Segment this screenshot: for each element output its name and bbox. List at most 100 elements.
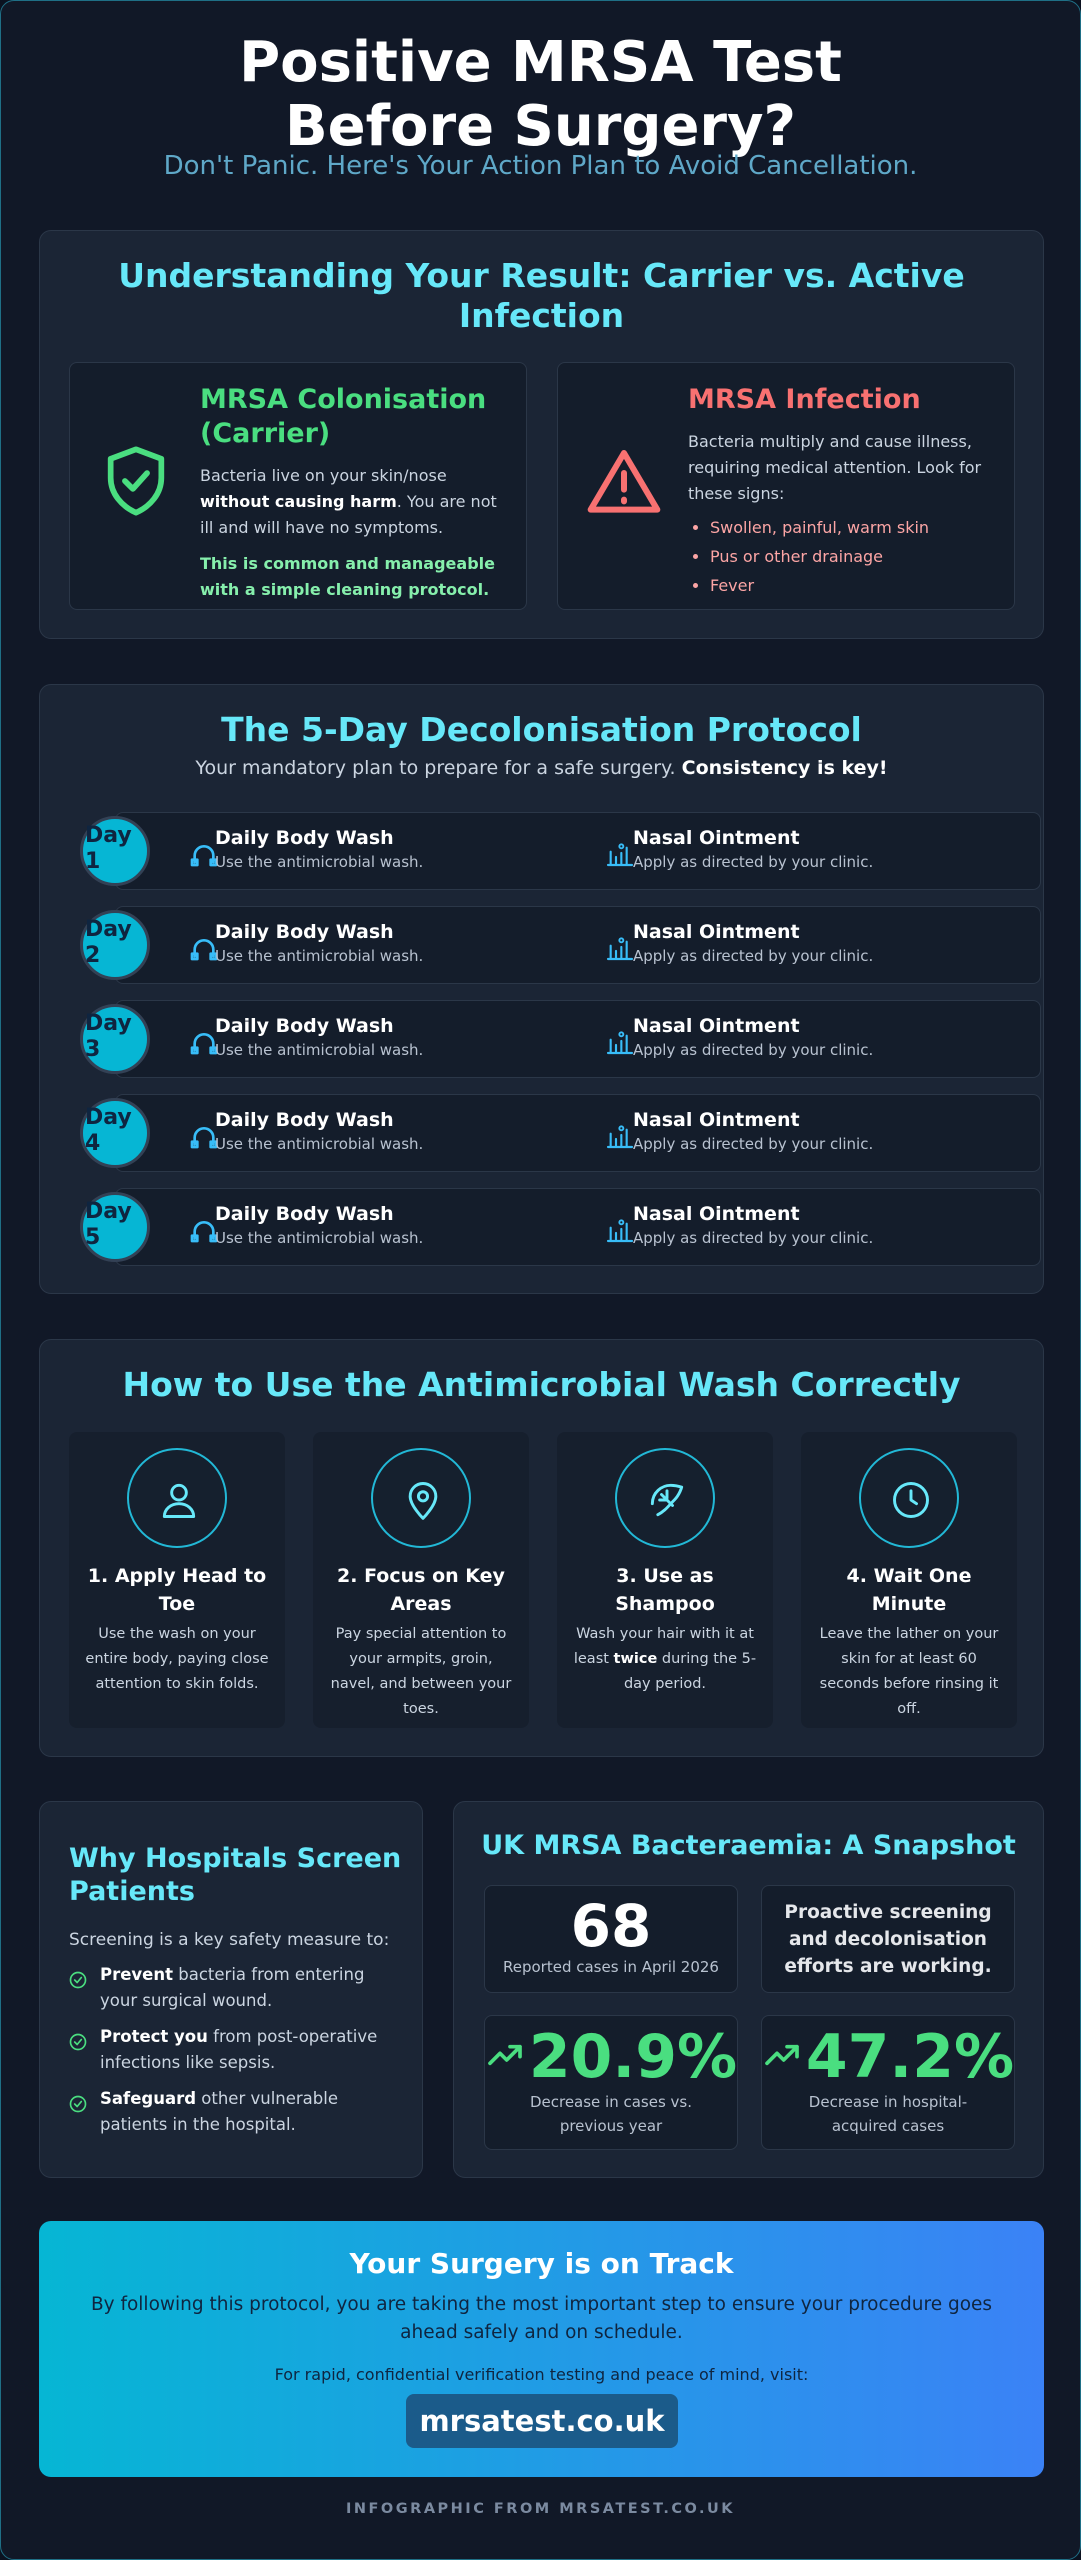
task-icon bbox=[604, 1213, 636, 1249]
icon-path bbox=[193, 1221, 215, 1240]
stat-box: 20.9% Decrease in cases vs. previous year bbox=[484, 2015, 738, 2150]
task-title: Nasal Ointment bbox=[633, 1109, 800, 1131]
text: from post-operative infections like seps… bbox=[100, 2027, 378, 2072]
task-icon bbox=[188, 1213, 220, 1249]
sign: Swollen, painful, warm skin bbox=[710, 513, 998, 542]
cta-link[interactable]: mrsatest.co.uk bbox=[406, 2394, 678, 2448]
carrier-content: MRSA Colonisation (Carrier) Bacteria live… bbox=[200, 383, 510, 603]
step-title: 1. Apply Head to Toe bbox=[87, 1565, 267, 1615]
task: Nasal Ointment Apply as directed by your … bbox=[633, 1015, 873, 1059]
step-text: Leave the lather on your skin for at lea… bbox=[815, 1622, 1003, 1722]
day-badge: Day 4 bbox=[80, 1098, 150, 1168]
task: Nasal Ointment Apply as directed by your … bbox=[633, 1203, 873, 1247]
icon-svg bbox=[587, 450, 661, 513]
icon-svg bbox=[69, 1971, 87, 1989]
sign: Fever bbox=[710, 571, 998, 600]
icon-path bbox=[73, 1976, 83, 1984]
task-icon bbox=[604, 837, 636, 873]
text: . You are not ill and will have no sympt… bbox=[200, 492, 497, 537]
step-icon bbox=[371, 1448, 471, 1548]
text: Leave the lather on your skin for at lea… bbox=[819, 1626, 999, 1717]
icon-svg bbox=[893, 1482, 929, 1518]
infection-text: Bacteria multiply and cause illness, req… bbox=[688, 432, 982, 503]
step-text: Wash your hair with it at least twice du… bbox=[571, 1622, 759, 1697]
stats-title: UK MRSA Bacteraemia: A Snapshot bbox=[481, 1830, 1016, 1861]
task-text: Use the antimicrobial wash. bbox=[215, 1135, 424, 1153]
task-title: Nasal Ointment bbox=[633, 1015, 800, 1037]
icon-circle bbox=[618, 937, 625, 944]
task: Daily Body Wash Use the antimicrobial was… bbox=[215, 1015, 423, 1059]
task-icon bbox=[604, 931, 636, 967]
task: Daily Body Wash Use the antimicrobial was… bbox=[215, 1109, 423, 1153]
warning-icon bbox=[584, 443, 664, 527]
icon-path bbox=[606, 1222, 634, 1243]
step-text: Pay special attention to your armpits, g… bbox=[327, 1622, 515, 1722]
icon-svg bbox=[190, 939, 218, 961]
why-item: Protect you from post-operative infectio… bbox=[100, 2024, 402, 2076]
shield-icon bbox=[98, 443, 174, 523]
task: Nasal Ointment Apply as directed by your … bbox=[633, 1109, 873, 1153]
icon-circle bbox=[618, 843, 625, 850]
text: Wash your hair with it at least bbox=[573, 1626, 754, 1667]
stat-label: Reported cases in April 2026 bbox=[503, 1958, 719, 1976]
footer: INFOGRAPHIC FROM MRSATEST.CO.UK bbox=[345, 2501, 735, 2517]
icon-path bbox=[488, 2044, 522, 2066]
stat-label: Decrease in hospital-acquired cases bbox=[808, 2093, 968, 2135]
infection-card: MRSA Infection Bacteria multiply and caus… bbox=[557, 362, 1015, 610]
check-icon bbox=[68, 2032, 88, 2056]
step-icon bbox=[859, 1448, 959, 1548]
task-icon bbox=[188, 1025, 220, 1061]
bold-text: twice bbox=[613, 1651, 658, 1667]
icon-path bbox=[190, 1140, 218, 1149]
day-row: Daily Body Wash Use the antimicrobial was… bbox=[115, 1188, 1041, 1266]
task: Daily Body Wash Use the antimicrobial was… bbox=[215, 921, 423, 965]
stat-row: 47.2% bbox=[762, 2024, 1014, 2090]
icon-svg bbox=[190, 1127, 218, 1149]
icon-path bbox=[122, 470, 150, 492]
task-icon bbox=[604, 1025, 636, 1061]
icon-circle bbox=[618, 1031, 625, 1038]
task-text: Use the antimicrobial wash. bbox=[215, 853, 424, 871]
text: Pay special attention to your armpits, g… bbox=[330, 1626, 512, 1717]
carrier-card: MRSA Colonisation (Carrier) Bacteria live… bbox=[69, 362, 527, 610]
check-icon bbox=[68, 1970, 88, 1994]
sign: Pus or other drainage bbox=[710, 542, 998, 571]
icon-path bbox=[107, 446, 165, 516]
icon-path bbox=[408, 1482, 438, 1520]
text: bacteria from entering your surgical wou… bbox=[100, 1965, 365, 2010]
icon-path bbox=[909, 1489, 918, 1506]
day-row: Daily Body Wash Use the antimicrobial was… bbox=[115, 906, 1041, 984]
icon bbox=[889, 1478, 933, 1526]
text: during the 5-day period. bbox=[623, 1651, 757, 1692]
icon-path bbox=[606, 1034, 634, 1055]
icon-svg bbox=[606, 1031, 634, 1055]
why-item: Prevent bacteria from entering your surg… bbox=[100, 1962, 402, 2014]
task: Daily Body Wash Use the antimicrobial was… bbox=[215, 1203, 423, 1247]
bold-text: Safeguard bbox=[100, 2089, 197, 2108]
step-title: 3. Use as Shampoo bbox=[615, 1565, 715, 1615]
icon-path bbox=[190, 1234, 218, 1243]
icon-path bbox=[193, 845, 215, 864]
icon-svg bbox=[606, 937, 634, 961]
stat-box: 47.2% Decrease in hospital-acquired cases bbox=[761, 2015, 1015, 2150]
task-title: Daily Body Wash bbox=[215, 827, 394, 849]
day-row: Daily Body Wash Use the antimicrobial was… bbox=[115, 1000, 1041, 1078]
day-badge: Day 3 bbox=[80, 1004, 150, 1074]
icon-path bbox=[190, 952, 218, 961]
trend-icon bbox=[762, 2035, 802, 2079]
why-card: Why Hospitals Screen Patients Screening i… bbox=[39, 1801, 423, 2178]
text: Bacteria live on your skin/nose bbox=[200, 466, 447, 485]
cta-visit: For rapid, confidential verification tes… bbox=[274, 2365, 809, 2384]
icon-circle bbox=[618, 1125, 625, 1132]
icon-path bbox=[606, 940, 634, 961]
icon-svg bbox=[765, 2044, 799, 2066]
icon-svg bbox=[190, 1033, 218, 1055]
main-title: Positive MRSA Test Before Surgery? bbox=[239, 30, 842, 159]
task-text: Use the antimicrobial wash. bbox=[215, 1041, 424, 1059]
icon-svg bbox=[107, 446, 165, 516]
day-row: Daily Body Wash Use the antimicrobial was… bbox=[115, 812, 1041, 890]
icon-circle bbox=[69, 1971, 87, 1989]
cta-title: Your Surgery is on Track bbox=[349, 2247, 734, 2280]
icon-svg bbox=[69, 2033, 87, 2051]
